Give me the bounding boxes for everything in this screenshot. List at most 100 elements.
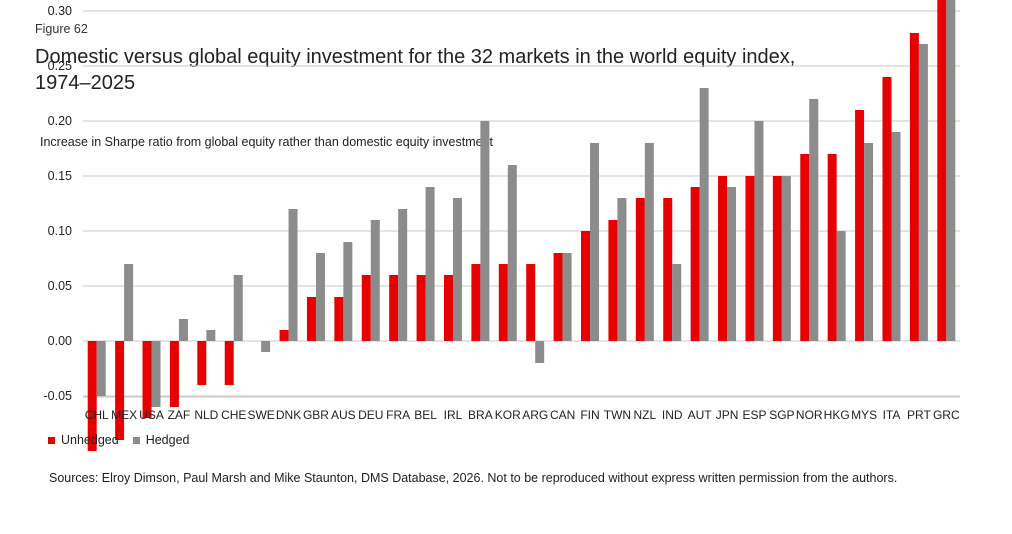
bar-unhedged-dnk [279, 330, 289, 341]
bar-hedged-arg [535, 341, 545, 363]
x-tick-label: IRL [444, 408, 463, 422]
bar-unhedged-esp [745, 176, 755, 341]
x-tick-label: ITA [883, 408, 901, 422]
bar-unhedged-kor [498, 264, 508, 341]
x-tick-label: PRT [907, 408, 931, 422]
bars [87, 0, 956, 451]
bar-hedged-chl [96, 341, 106, 396]
y-tick-label: 0.15 [48, 169, 72, 183]
x-tick-label: ESP [742, 408, 766, 422]
bar-unhedged-grc [937, 0, 947, 341]
bar-unhedged-mex [115, 341, 125, 440]
bar-hedged-can [562, 253, 572, 341]
bar-hedged-zaf [178, 319, 188, 341]
legend-item-hedged: Hedged [132, 433, 190, 447]
x-tick-label: CHL [85, 408, 109, 422]
x-tick-label: AUT [688, 408, 713, 422]
bar-hedged-mex [124, 264, 134, 341]
bar-unhedged-twn [608, 220, 618, 341]
y-tick-labels: 0.30 0.25 0.20 0.15 0.10 0.05 0.00 -0.05 [44, 4, 73, 403]
bar-hedged-fin [590, 143, 600, 341]
bar-hedged-prt [918, 44, 928, 341]
x-tick-label: SGP [769, 408, 794, 422]
x-tick-label: MEX [111, 408, 137, 422]
bar-hedged-nld [206, 330, 216, 341]
bar-unhedged-fin [581, 231, 591, 341]
bar-unhedged-nzl [635, 198, 645, 341]
bar-unhedged-aus [334, 297, 344, 341]
legend-item-unhedged: Unhedged [48, 433, 119, 447]
chart-title-line1: Domestic versus global equity investment… [35, 46, 796, 68]
x-tick-label: JPN [716, 408, 739, 422]
x-tick-label: CAN [550, 408, 575, 422]
x-tick-label: AUS [331, 408, 356, 422]
bar-hedged-ita [891, 132, 901, 341]
bar-hedged-nzl [644, 143, 654, 341]
bar-hedged-grc [946, 0, 956, 341]
bar-hedged-kor [507, 165, 517, 341]
bar-unhedged-zaf [169, 341, 179, 407]
bar-unhedged-arg [526, 264, 536, 341]
bar-hedged-mys [864, 143, 874, 341]
legend-label-unhedged: Unhedged [61, 433, 119, 447]
x-tick-label: USA [139, 408, 164, 422]
bar-unhedged-che [224, 341, 234, 385]
bar-hedged-usa [151, 341, 161, 407]
legend: Unhedged Hedged [48, 433, 204, 447]
bar-unhedged-deu [361, 275, 371, 341]
bar-hedged-esp [754, 121, 764, 341]
bar-hedged-sgp [781, 176, 791, 341]
legend-label-hedged: Hedged [145, 433, 190, 447]
bar-hedged-twn [617, 198, 627, 341]
x-tick-label: GRC [933, 408, 960, 422]
bar-hedged-nor [809, 99, 819, 341]
x-tick-label: HKG [824, 408, 850, 422]
bar-hedged-hkg [836, 231, 846, 341]
bar-unhedged-nor [800, 154, 810, 341]
bar-unhedged-aut [690, 187, 700, 341]
chart-title: Domestic versus global equity investment… [35, 44, 935, 96]
x-tick-label: SWE [247, 408, 274, 422]
x-tick-label: MYS [851, 408, 877, 422]
bar-hedged-ind [672, 264, 682, 341]
bar-hedged-bra [480, 121, 490, 341]
x-tick-label: BEL [414, 408, 437, 422]
bar-unhedged-ita [882, 77, 892, 341]
y-tick-label: 0.30 [48, 4, 72, 18]
y-tick-label: 0.25 [48, 59, 72, 73]
x-tick-label: BRA [468, 408, 493, 422]
bar-hedged-deu [370, 220, 380, 341]
legend-swatch-hedged [132, 436, 140, 444]
bar-unhedged-chl [87, 341, 97, 451]
y-tick-label: 0.00 [48, 334, 72, 348]
bar-unhedged-nld [197, 341, 207, 385]
bar-hedged-bel [425, 187, 435, 341]
y-tick-label: 0.20 [48, 114, 72, 128]
bar-hedged-swe [261, 341, 271, 352]
bar-unhedged-usa [142, 341, 152, 418]
x-tick-labels: CHL MEX USA ZAF NLD CHE SWE DNK GBR AUS DEU FRA BEL I… [85, 408, 960, 422]
bar-unhedged-ind [663, 198, 673, 341]
x-tick-label: CHE [221, 408, 246, 422]
x-tick-label: FIN [580, 408, 599, 422]
bar-unhedged-irl [443, 275, 453, 341]
bar-unhedged-sgp [772, 176, 782, 341]
bar-unhedged-can [553, 253, 563, 341]
bar-hedged-che [233, 275, 243, 341]
bar-hedged-jpn [727, 187, 737, 341]
x-tick-label: ARG [522, 408, 548, 422]
legend-swatch-unhedged [48, 436, 55, 444]
bar-unhedged-gbr [306, 297, 316, 341]
bar-hedged-aut [699, 88, 709, 341]
bar-hedged-aus [343, 242, 353, 341]
x-tick-label: DNK [276, 408, 301, 422]
x-tick-label: NOR [796, 408, 823, 422]
x-tick-label: NLD [194, 408, 218, 422]
bar-unhedged-prt [909, 33, 919, 341]
x-tick-label: NZL [633, 408, 656, 422]
bar-hedged-irl [452, 198, 462, 341]
figure-label: Figure 62 [35, 22, 88, 36]
chart-title-line2: 1974–2025 [35, 72, 136, 94]
bar-hedged-dnk [288, 209, 298, 341]
